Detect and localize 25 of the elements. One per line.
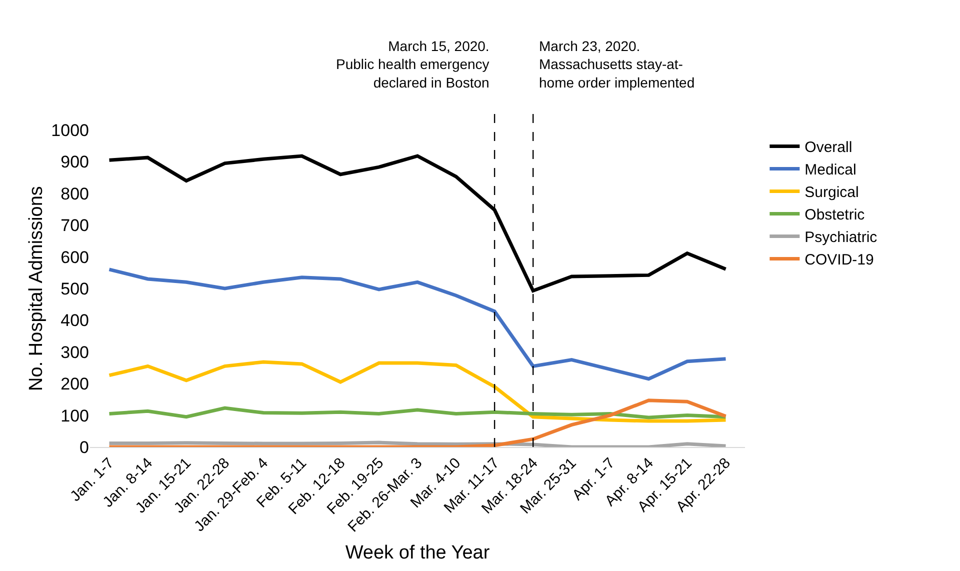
legend-label: Medical [804, 162, 856, 179]
legend-label: Surgical [804, 184, 859, 202]
ref-line-label: March 15, 2020. Public health emergency declared in Boston [336, 38, 490, 90]
y-axis-title: No. Hospital Admissions [26, 186, 47, 391]
legend-label: Psychiatric [804, 229, 878, 246]
y-tick-label: 600 [60, 248, 89, 267]
y-tick-label: 900 [60, 152, 89, 172]
y-tick-label: 300 [60, 342, 89, 362]
legend-label: Obstetric [804, 206, 866, 224]
y-tick-label: 800 [60, 184, 89, 204]
y-tick-label: 0 [80, 438, 89, 457]
y-tick-label: 1000 [51, 120, 89, 140]
ref-line-label: March 23, 2020. Massachusetts stay-at- home order implemented [539, 38, 695, 90]
line-series [108, 406, 728, 420]
x-axis-title: Week of the Year [345, 542, 490, 564]
legend-label: COVID-19 [804, 252, 874, 269]
line-series [108, 398, 728, 447]
line-series [108, 268, 728, 381]
y-tick-label: 100 [60, 406, 89, 426]
y-tick-label: 200 [60, 374, 89, 394]
y-tick-label: 700 [60, 216, 89, 236]
legend-label: Overall [804, 139, 852, 156]
line-series [108, 360, 728, 423]
y-tick-label: 400 [60, 311, 89, 330]
y-tick-label: 500 [60, 279, 89, 298]
